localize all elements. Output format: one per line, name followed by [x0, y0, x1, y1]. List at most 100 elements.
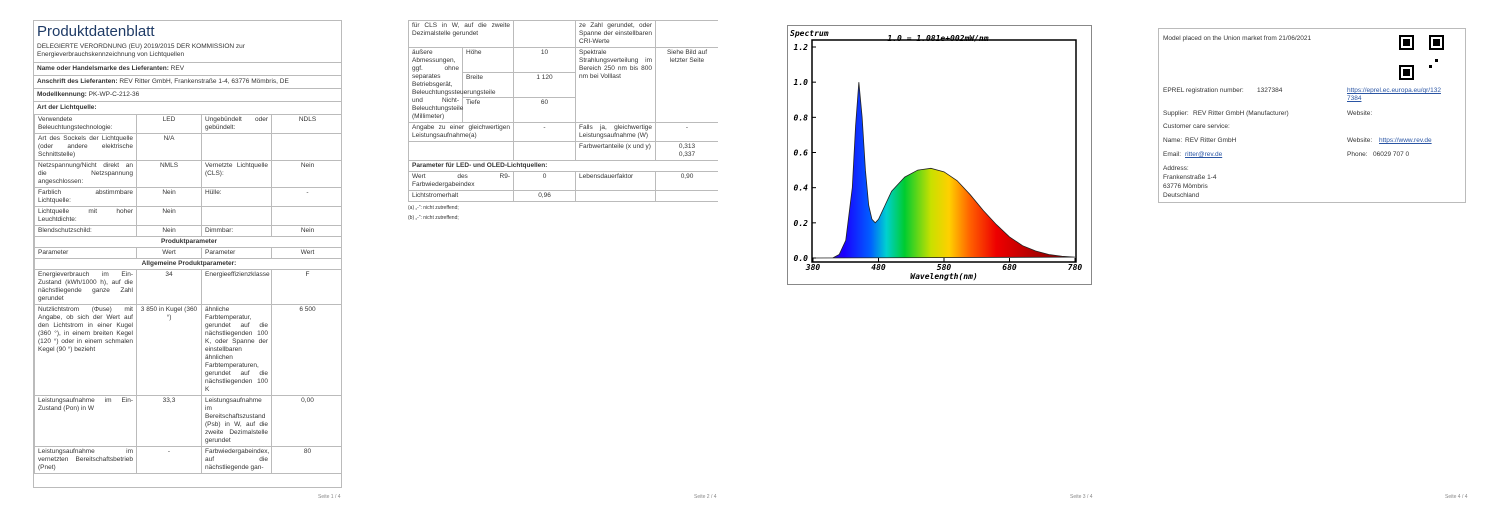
param-cell: Wert des R9-Farbwiedergabeindex	[408, 171, 515, 191]
value-cell: -	[655, 122, 718, 142]
value-cell: Nein	[136, 206, 202, 226]
y-tick-label: 1.2	[794, 43, 809, 52]
y-tick-label: 0.2	[794, 219, 809, 228]
param-cell: Verwendete Beleuchtungstechnologie:	[34, 114, 137, 134]
value-cell	[513, 141, 577, 161]
param-cell: Netzspannung/Nicht direkt an die Netzspa…	[34, 160, 137, 188]
table-row: Netzspannung/Nicht direkt an die Netzspa…	[34, 160, 341, 188]
chart-title: Spectrum	[790, 29, 829, 38]
eprel-link[interactable]: https://eprel.ec.europa.eu/qr/1327384	[1347, 87, 1441, 102]
value-cell: 0,96	[513, 190, 577, 202]
supplier-label: Name oder Handelsmarke des Lieferanten:	[37, 65, 169, 72]
label: Customer care service:	[1163, 123, 1230, 130]
x-tick-label: 580	[937, 263, 952, 272]
param-cell: ähnliche Farbtemperatur, gerundet auf di…	[201, 304, 272, 396]
section-heading: Allgemeine Produktparameter:	[34, 258, 341, 270]
table-row: Energieverbrauch im Ein-Zustand (kWh/100…	[34, 269, 341, 305]
address-line: Deutschland	[1163, 192, 1200, 199]
value-cell: -	[513, 122, 577, 142]
x-tick-label: 780	[1068, 263, 1083, 272]
value-cell: 34	[136, 269, 202, 305]
page-footer: Seite 4 / 4	[1445, 494, 1468, 500]
table-row: Verwendete Beleuchtungstechnologie: LED Un…	[34, 114, 341, 134]
column-header: Parameter	[34, 247, 137, 259]
param-cell: Farbwertanteile (x und y)	[575, 141, 657, 161]
email-link[interactable]: ritter@rev.de	[1185, 151, 1223, 158]
x-tick-label: 380	[805, 263, 821, 272]
label: Name:	[1163, 137, 1183, 144]
market-note: Model placed on the Union market from 21…	[1163, 35, 1312, 42]
param-cell: Leistungsaufnahme im vernetzten Bereitsc…	[34, 446, 137, 474]
value-line: 0,337	[678, 151, 696, 158]
qr-module	[1403, 39, 1410, 46]
value-cell: Nein	[136, 187, 202, 207]
table-row: Lichtstromerhalt 0,96	[408, 190, 718, 202]
param-cell: Energieverbrauch im Ein-Zustand (kWh/100…	[34, 269, 137, 305]
table-row: Wert des R9-Farbwiedergabeindex 0 Lebensda…	[408, 171, 718, 191]
param-cell: Ungebündelt oder gebündelt:	[201, 114, 272, 134]
value-cell: 60	[513, 97, 577, 123]
table-row: Lichtquelle mit hoher Leuchtdichte: Nein	[34, 206, 341, 226]
table-row: Parameter Wert Parameter Wert	[34, 247, 341, 259]
page-title: Produktdatenblatt	[37, 23, 155, 40]
value: 1327384	[1257, 87, 1283, 94]
supplier-row: Modellkennung: PK-WP-C-212-36	[34, 88, 341, 101]
label: Website:	[1347, 110, 1373, 117]
dimension-name: Tiefe	[461, 97, 515, 123]
y-tick-label: 0.4	[794, 184, 809, 193]
label: Phone:	[1347, 151, 1368, 158]
section-heading: Parameter für LED- und OLED-Lichtquellen…	[408, 160, 718, 172]
value-cell	[655, 20, 718, 48]
value-cell: 1 120	[513, 72, 577, 98]
param-cell: Art des Sockels der Lichtquelle (oder an…	[34, 133, 137, 161]
value-cell: NMLS	[136, 160, 202, 188]
table-row: Farblich abstimmbare Lichtquelle: Nein Hül…	[34, 187, 341, 207]
table-row: äußere Abmessungen, ggf. ohne separates …	[408, 47, 718, 123]
qr-module	[1429, 65, 1432, 68]
param-cell: Leistungsaufnahme im Ein-Zustand (Pon) i…	[34, 395, 137, 447]
value-cell: NDLS	[271, 114, 341, 134]
label: Address:	[1163, 165, 1189, 172]
qr-module	[1403, 69, 1410, 76]
value: REV Ritter GmbH (Manufacturer)	[1193, 110, 1289, 117]
value-line: 0,313	[678, 143, 696, 150]
value-cell: 0,00	[271, 395, 341, 447]
page-2: für CLS in W, auf die zweite Dezimalstel…	[408, 20, 718, 280]
qr-code[interactable]	[1399, 35, 1444, 80]
dimension-name: Höhe	[461, 47, 515, 73]
column-header: Wert	[271, 247, 341, 259]
scale-note: 1.0 = 1.081e+002mW/nm	[887, 34, 988, 43]
table-row: Parameter für LED- und OLED-Lichtquellen…	[408, 160, 718, 172]
param-cell: Leistungsaufnahme im Bereitschaftszustan…	[201, 395, 272, 447]
label: Supplier:	[1163, 110, 1189, 117]
website-link[interactable]: https://www.rev.de	[1379, 137, 1432, 144]
supplier-label: Anschrift des Lieferanten:	[37, 78, 118, 85]
qr-module	[1435, 59, 1438, 62]
param-cell: für CLS in W, auf die zweite Dezimalstel…	[408, 20, 515, 48]
supplier-value: PK-WP-C-212-36	[88, 91, 140, 98]
param-cell: Farbwiedergabeindex, auf die nächstliege…	[201, 446, 272, 474]
section-heading: Art der Lichtquelle:	[34, 101, 341, 114]
table-row: Farbwertanteile (x und y) 0,313 0,337	[408, 141, 718, 161]
value-cell: 80	[271, 446, 341, 474]
page-footer: Seite 3 / 4	[1070, 494, 1093, 500]
value-cell: -	[136, 446, 202, 474]
table-row: Angabe zu einer gleichwertigen Leistungs…	[408, 122, 718, 142]
value-cell: LED	[136, 114, 202, 134]
param-cell: Nutzlichtstrom (Φuse) mit Angabe, ob sic…	[34, 304, 137, 396]
param-cell: Vernetzte Lichtquelle (CLS):	[201, 160, 272, 188]
table-row: Leistungsaufnahme im vernetzten Bereitsc…	[34, 446, 341, 474]
x-axis-label: Wavelength(nm)	[910, 272, 977, 281]
value-cell: 3 850 in Kugel (360 °)	[136, 304, 202, 396]
value-cell: F	[271, 269, 341, 305]
label: Website:	[1347, 137, 1373, 144]
table-row: Leistungsaufnahme im Ein-Zustand (Pon) i…	[34, 395, 341, 447]
param-cell: Lichtquelle mit hoher Leuchtdichte:	[34, 206, 137, 226]
page-footer: Seite 1 / 4	[318, 494, 341, 500]
qr-module	[1433, 39, 1440, 46]
value-cell: -	[271, 187, 341, 207]
y-tick-label: 1.0	[794, 78, 809, 87]
supplier-row: Name oder Handelsmarke des Lieferanten: …	[34, 62, 341, 75]
